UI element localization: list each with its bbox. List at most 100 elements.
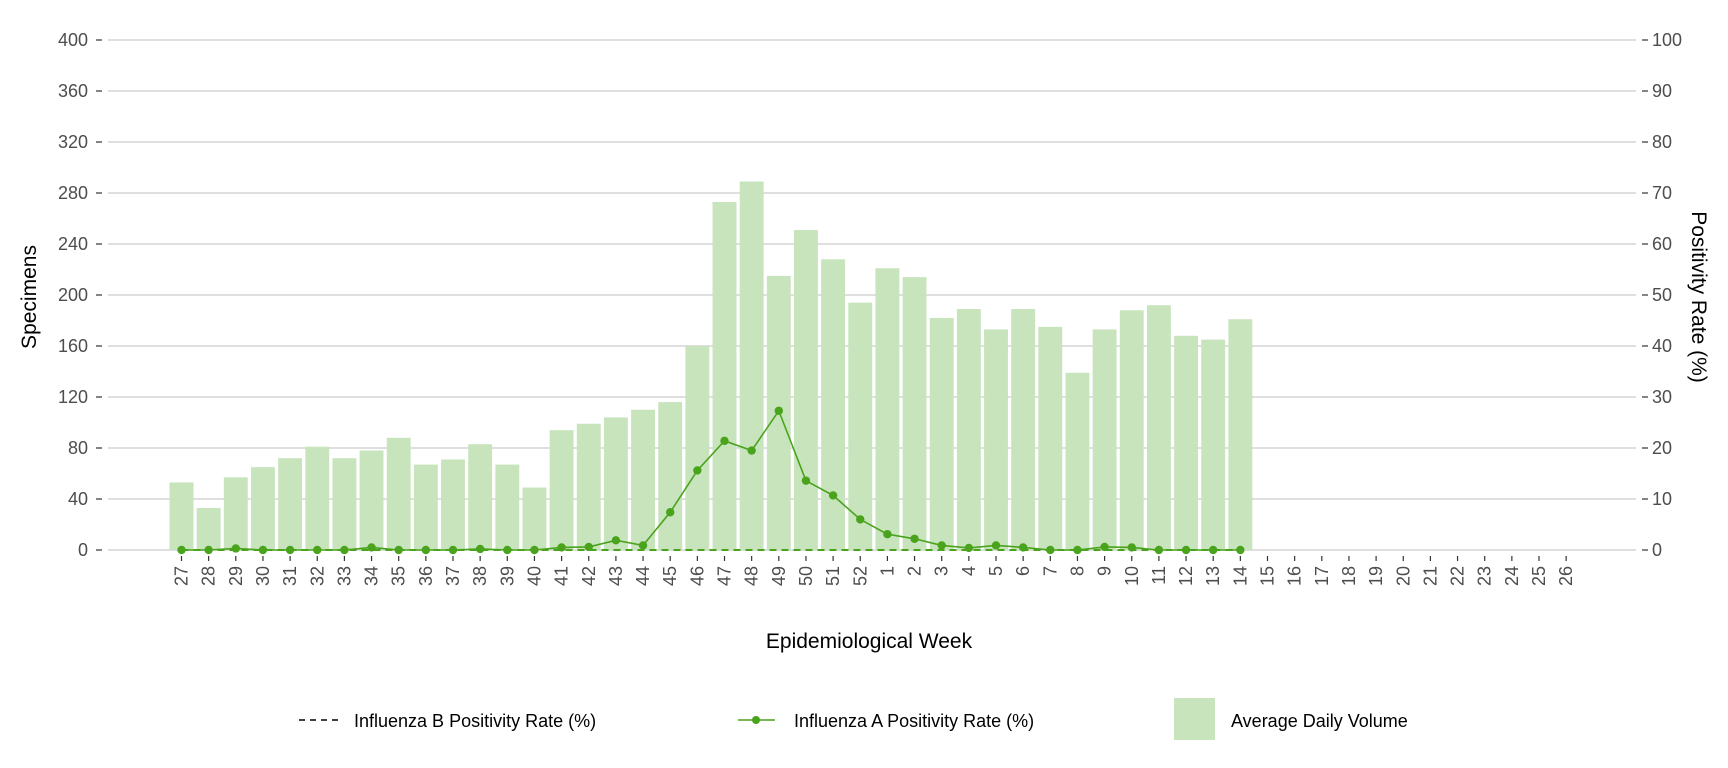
bar (984, 329, 1008, 550)
influenza-a-point (367, 543, 376, 552)
influenza-a-point (1236, 545, 1245, 555)
x-tick-label: 12 (1176, 566, 1196, 586)
bar (1011, 309, 1036, 550)
x-tick-label: 2 (905, 566, 925, 576)
y2-tick-label: 100 (1652, 30, 1682, 50)
x-tick-label: 19 (1366, 566, 1386, 586)
influenza-a-point (1181, 545, 1191, 555)
y-tick-label: 280 (58, 183, 88, 203)
x-tick-label: 30 (253, 566, 273, 586)
bar (848, 302, 873, 550)
x-tick-label: 38 (470, 566, 490, 586)
bar (1228, 319, 1253, 550)
bar (1119, 310, 1144, 550)
x-tick-label: 28 (199, 566, 219, 586)
bar (413, 464, 438, 550)
influenza-a-point (204, 545, 213, 555)
x-tick-label: 10 (1122, 566, 1142, 586)
x-tick-label: 31 (280, 566, 300, 586)
influenza-a-point (964, 543, 974, 553)
lines (177, 406, 1245, 555)
influenza-a-point (693, 466, 702, 475)
bar (956, 309, 981, 550)
bar (1065, 372, 1090, 550)
influenza-a-point (1154, 545, 1164, 555)
bar (169, 482, 194, 550)
bar (875, 268, 900, 550)
influenza-a-point (313, 545, 322, 555)
x-tick-label: 16 (1285, 566, 1305, 586)
x-tick-label: 42 (579, 566, 599, 586)
influenza-a-point (883, 529, 892, 539)
bar (1092, 329, 1117, 550)
x-tick-label: 33 (334, 566, 354, 586)
influenza-a-point (720, 436, 729, 446)
bar (386, 437, 411, 550)
influenza-a-point (611, 536, 621, 545)
influenza-a-point (258, 545, 268, 555)
x-tick-label: 43 (606, 566, 626, 586)
legend: Influenza B Positivity Rate (%) Influenz… (299, 698, 1408, 740)
x-tick-label: 8 (1067, 566, 1087, 576)
influenza-a-point (1018, 543, 1028, 552)
x-tick-label: 47 (715, 566, 735, 586)
bar (929, 317, 954, 550)
y2-tick-label: 50 (1652, 285, 1672, 305)
y2-tick-label: 30 (1652, 387, 1672, 407)
influenza-a-point (1046, 545, 1055, 555)
y2-axis-title: Positivity Rate (%) (1687, 211, 1710, 383)
y2-tick-label: 80 (1652, 132, 1672, 152)
x-tick-label: 11 (1149, 566, 1169, 585)
legend-influenza-b-label: Influenza B Positivity Rate (%) (354, 711, 596, 731)
left-axis: 0 40 80 120 160 200 240 280 320 360 400 (58, 30, 102, 560)
x-tick-label: 44 (633, 566, 653, 586)
x-tick-label: 15 (1258, 566, 1278, 586)
bar (1174, 335, 1198, 550)
influenza-a-point (1073, 545, 1082, 555)
bar (359, 450, 384, 550)
bar (251, 467, 275, 550)
influenza-a-point (774, 406, 783, 415)
y2-tick-label: 90 (1652, 81, 1672, 101)
influenza-a-point (421, 545, 431, 555)
influenza-a-point (1127, 543, 1136, 552)
x-tick-label: 27 (172, 566, 192, 586)
x-tick-label: 4 (959, 566, 979, 576)
influenza-a-point (1100, 542, 1109, 552)
x-tick-label: 6 (1013, 566, 1033, 576)
influenza-a-point (475, 544, 485, 554)
y-tick-label: 200 (58, 285, 88, 305)
bar (739, 181, 764, 550)
x-tick-label: 22 (1448, 566, 1468, 586)
x-tick-label: 41 (552, 566, 572, 586)
y-tick-label: 120 (58, 387, 88, 407)
legend-influenza-a-label: Influenza A Positivity Rate (%) (794, 711, 1034, 731)
bar (658, 402, 683, 550)
bar (794, 229, 818, 550)
bar (576, 423, 601, 550)
bar (1201, 339, 1226, 550)
y2-tick-label: 70 (1652, 183, 1672, 203)
bar (278, 458, 303, 550)
x-tick-label: 3 (932, 566, 952, 576)
x-tick-label: 17 (1312, 566, 1332, 586)
influenza-a-point (503, 545, 512, 555)
bar (1146, 305, 1171, 550)
influenza-a-point (285, 545, 295, 555)
influenza-a-point (910, 534, 919, 543)
x-tick-label: 52 (850, 566, 870, 586)
y2-tick-label: 40 (1652, 336, 1672, 356)
x-tick-label: 34 (362, 566, 382, 586)
x-tick-label: 49 (769, 566, 789, 586)
x-tick-label: 37 (443, 566, 463, 586)
bar (305, 446, 330, 550)
x-tick-label: 50 (796, 566, 816, 586)
bar (821, 259, 846, 550)
x-tick-label: 24 (1502, 566, 1522, 586)
influenza-a-point (801, 476, 811, 485)
x-tick-label: 14 (1230, 566, 1250, 586)
x-tick-label: 45 (660, 566, 680, 586)
influenza-a-point (530, 545, 539, 555)
x-axis-title: Epidemiological Week (766, 630, 973, 653)
y2-tick-label: 0 (1652, 540, 1662, 560)
